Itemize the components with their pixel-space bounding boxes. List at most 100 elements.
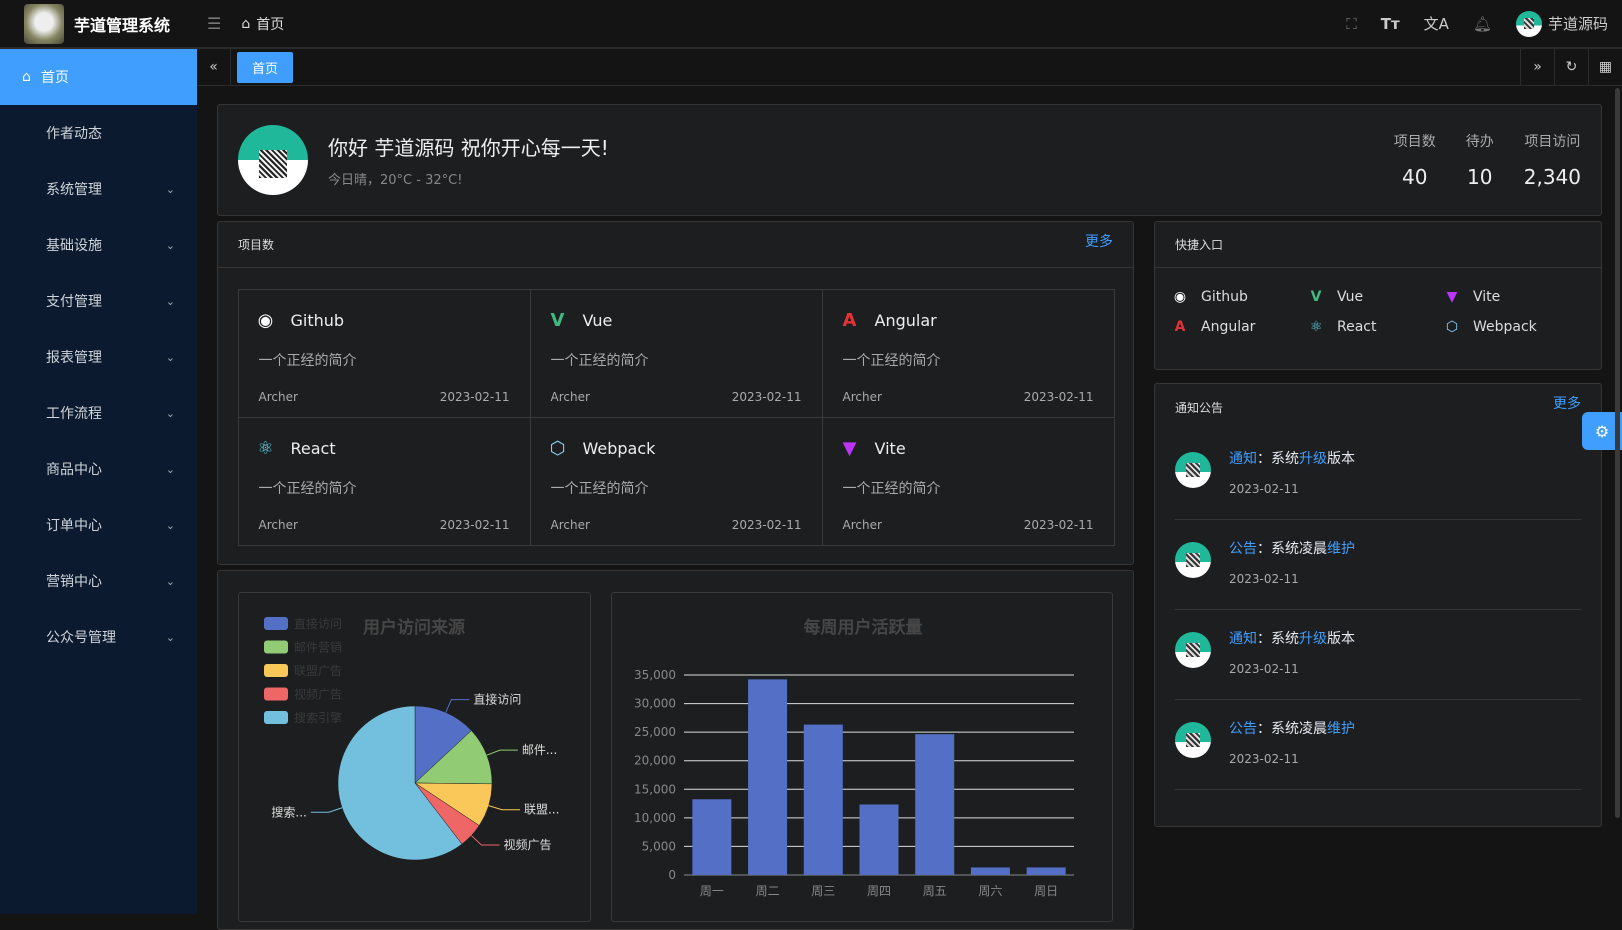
project-desc: 一个正经的简介 [550, 352, 649, 369]
x-tick-label: 周四 [867, 884, 891, 898]
breadcrumb[interactable]: ⌂ 首页 [241, 14, 284, 34]
chevron-down-icon: ⌄ [165, 406, 175, 420]
quick-entry-item[interactable]: ⬡ Webpack [1443, 318, 1579, 336]
sidebar-item[interactable]: 报表管理 ⌄ [0, 329, 197, 385]
stat-value: 2,340 [1523, 165, 1581, 189]
font-size-icon[interactable]: Tт [1380, 14, 1400, 33]
quick-entry-item[interactable]: ⚛ React [1307, 318, 1443, 336]
project-card[interactable]: ⬡ Webpack 一个正经的简介 Archer 2023-02-11 [529, 416, 823, 546]
notice-item[interactable]: 通知：系统升级版本 2023-02-11 [1175, 610, 1581, 700]
vite-icon: ▼ [1446, 289, 1458, 305]
bar-chart-card: 每周用户活跃量 0 5,000 10,000 15,000 20,000 25,000 30,… [611, 592, 1113, 922]
project-name[interactable]: Webpack [582, 439, 656, 458]
scroll-right-icon[interactable]: » [1520, 48, 1554, 86]
sidebar-item[interactable]: 订单中心 ⌄ [0, 497, 197, 553]
grid-menu-icon[interactable]: ▦ [1588, 48, 1622, 86]
quick-entry-item[interactable]: ▼ Vite [1443, 288, 1579, 306]
project-card[interactable]: V Vue 一个正经的简介 Archer 2023-02-11 [529, 288, 823, 418]
refresh-icon[interactable]: ↻ [1554, 48, 1588, 86]
notice-type[interactable]: 通知 [1229, 451, 1257, 467]
project-card[interactable]: ◉ Github 一个正经的简介 Archer 2023-02-11 [237, 288, 531, 418]
logo-image [24, 3, 64, 44]
separator: ： [1257, 541, 1271, 557]
sidebar-item[interactable]: 工作流程 ⌄ [0, 385, 197, 441]
avatar [1175, 722, 1211, 758]
user-avatar [238, 125, 308, 195]
sidebar-item[interactable]: 支付管理 ⌄ [0, 273, 197, 329]
quick-entry-label: Angular [1201, 319, 1256, 335]
project-date: 2023-02-11 [1023, 517, 1094, 532]
y-tick-label: 35,000 [634, 668, 676, 682]
y-tick-label: 5,000 [642, 839, 676, 853]
breadcrumb-item[interactable]: 首页 [256, 16, 285, 33]
project-desc: 一个正经的简介 [258, 352, 357, 369]
project-name[interactable]: Vite [874, 439, 906, 458]
projects-more-link[interactable]: 更多 [1085, 233, 1113, 250]
webpack-icon: ⬡ [1445, 319, 1459, 335]
tab-home[interactable]: 首页 [237, 51, 294, 83]
sidebar-item-label: 首页 [40, 70, 69, 86]
scrollbar[interactable] [1615, 88, 1620, 818]
quick-entry-item[interactable]: A Angular [1171, 318, 1307, 336]
notice-date: 2023-02-11 [1229, 482, 1299, 496]
sidebar-item[interactable]: 系统管理 ⌄ [0, 161, 197, 217]
project-author: Archer [258, 517, 298, 532]
translate-icon[interactable]: 文A [1423, 15, 1449, 33]
project-desc: 一个正经的简介 [842, 480, 941, 497]
sidebar-item-label: 工作流程 [46, 406, 102, 422]
stat-item: 项目访问 2,340 [1524, 131, 1581, 189]
bar-chart: 每周用户活跃量 0 5,000 10,000 15,000 20,000 25,000 30,… [634, 617, 1074, 898]
project-name[interactable]: Vue [582, 311, 613, 330]
project-date: 2023-02-11 [439, 517, 510, 532]
label-line [486, 749, 518, 756]
scroll-left-icon[interactable]: « [197, 48, 231, 86]
stat-item: 待办 10 [1466, 131, 1494, 189]
logo[interactable]: 芋道管理系统 [0, 0, 197, 48]
notice-type[interactable]: 公告 [1229, 541, 1257, 557]
notice-item[interactable]: 公告：系统凌晨维护 2023-02-11 [1175, 700, 1581, 790]
project-card[interactable]: A Angular 一个正经的简介 Archer 2023-02-11 [821, 288, 1115, 418]
notice-item[interactable]: 通知：系统升级版本 2023-02-11 [1175, 430, 1581, 520]
angular-icon: A [1174, 319, 1186, 335]
sidebar-item[interactable]: 公众号管理 ⌄ [0, 609, 197, 665]
notice-text-end: 版本 [1327, 451, 1355, 467]
label-line [445, 699, 470, 713]
sidebar-item[interactable]: 基础设施 ⌄ [0, 217, 197, 273]
legend-label: 直接访问 [294, 616, 342, 631]
stat-label: 待办 [1465, 134, 1494, 150]
chevron-down-icon: ⌄ [165, 630, 175, 644]
sidebar-item[interactable]: 营销中心 ⌄ [0, 553, 197, 609]
stat-value: 40 [1402, 165, 1428, 189]
sidebar-item[interactable]: 作者动态 [0, 105, 197, 161]
slice-label: 联盟... [524, 803, 559, 817]
notice-item[interactable]: 公告：系统凌晨维护 2023-02-11 [1175, 520, 1581, 610]
separator: ： [1257, 631, 1271, 647]
notice-more-link[interactable]: 更多 [1553, 396, 1581, 412]
chart-title: 每周用户活跃量 [804, 617, 923, 638]
project-name[interactable]: React [290, 439, 336, 458]
menu-toggle-icon[interactable]: ☰ [207, 14, 222, 33]
bell-icon[interactable]: 🔔︎ [1472, 14, 1492, 33]
notice-type[interactable]: 通知 [1229, 631, 1257, 647]
fullscreen-icon[interactable]: ⛶ [1346, 14, 1357, 33]
user-menu[interactable]: 芋道源码 [1515, 10, 1608, 37]
sidebar-item-label: 订单中心 [46, 518, 102, 534]
top-header: 芋道管理系统 ☰ ⌂ 首页 ⛶ Tт 文A 🔔︎ 芋道源码 [0, 0, 1622, 49]
project-name[interactable]: Angular [874, 311, 937, 330]
notice-text: 系统凌晨 [1271, 541, 1327, 557]
legend-label: 联盟广告 [294, 664, 342, 678]
sidebar-item[interactable]: ⌂ 首页 [0, 49, 197, 105]
project-name[interactable]: Github [290, 311, 345, 330]
notice-text: 系统凌晨 [1271, 721, 1327, 737]
y-tick-label: 0 [668, 868, 676, 882]
label-line [488, 805, 520, 811]
quick-entry-item[interactable]: ◉ Github [1171, 288, 1307, 306]
project-desc: 一个正经的简介 [550, 480, 649, 497]
sidebar-item[interactable]: 商品中心 ⌄ [0, 441, 197, 497]
project-card[interactable]: ▼ Vite 一个正经的简介 Archer 2023-02-11 [821, 416, 1115, 546]
separator: ： [1257, 451, 1271, 467]
project-card[interactable]: ⚛ React 一个正经的简介 Archer 2023-02-11 [237, 416, 531, 546]
legend-swatch [264, 640, 288, 654]
quick-entry-item[interactable]: V Vue [1307, 288, 1443, 306]
notice-type[interactable]: 公告 [1229, 721, 1257, 737]
